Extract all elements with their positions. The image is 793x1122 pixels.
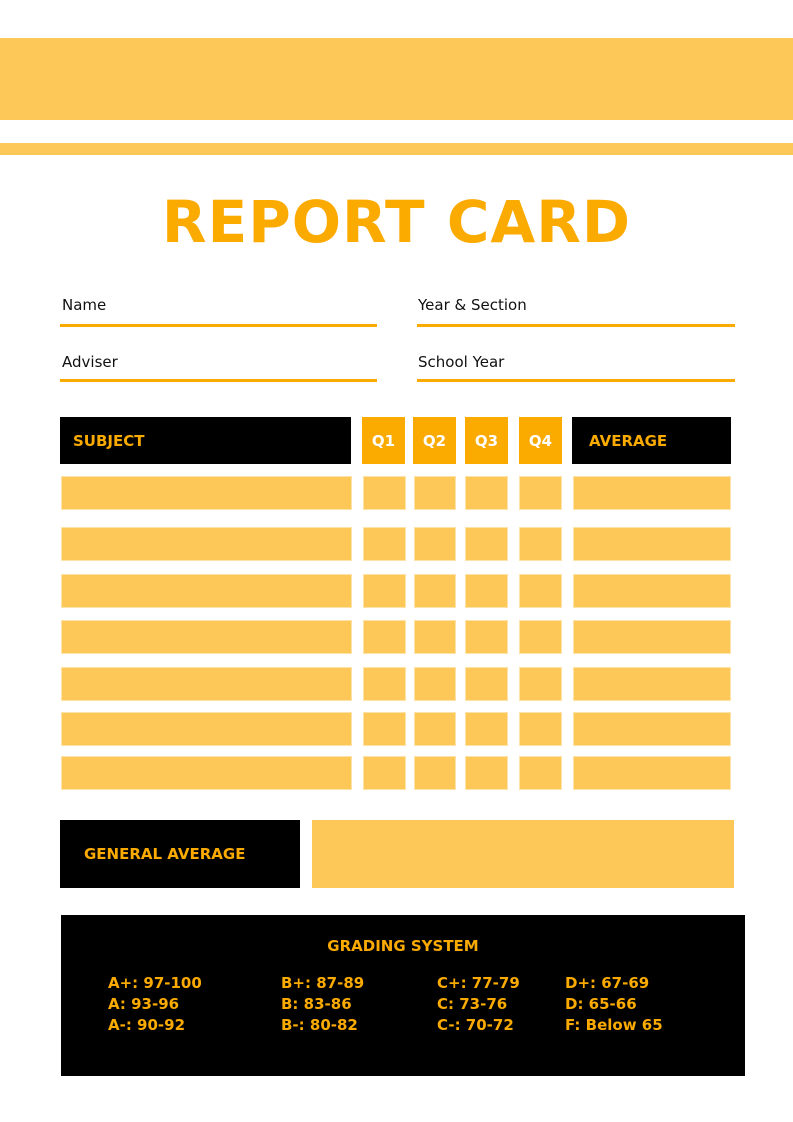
cell-q4[interactable] [519,620,562,654]
grade-range: C: 73-76 [437,995,508,1013]
grade-range: A: 93-96 [108,995,180,1013]
cell-q3[interactable] [465,756,508,790]
name-label: Name [62,296,107,314]
cell-subject[interactable] [61,712,352,746]
header-q4: Q4 [519,417,562,464]
cell-q1[interactable] [363,574,406,608]
adviser-label: Adviser [62,353,118,371]
cell-average[interactable] [573,756,731,790]
cell-average[interactable] [573,620,731,654]
cell-q4[interactable] [519,527,562,561]
grade-range: C+: 77-79 [437,974,520,992]
cell-average[interactable] [573,667,731,701]
cell-average[interactable] [573,476,731,510]
name-field[interactable] [60,324,377,327]
cell-q3[interactable] [465,527,508,561]
school-year-label: School Year [418,353,505,371]
cell-q4[interactable] [519,712,562,746]
general-average-label: GENERAL AVERAGE [60,820,300,888]
grade-range: F: Below 65 [565,1016,663,1034]
cell-q1[interactable] [363,527,406,561]
grade-range: B-: 80-82 [281,1016,358,1034]
cell-q2[interactable] [414,527,456,561]
cell-q3[interactable] [465,712,508,746]
header-q1: Q1 [362,417,405,464]
cell-q2[interactable] [414,476,456,510]
header-average: AVERAGE [572,417,731,464]
grade-range: A+: 97-100 [108,974,202,992]
cell-subject[interactable] [61,476,352,510]
cell-average[interactable] [573,712,731,746]
general-average-value[interactable] [312,820,734,888]
header-q3: Q3 [465,417,508,464]
cell-q3[interactable] [465,476,508,510]
cell-q2[interactable] [414,756,456,790]
cell-subject[interactable] [61,667,352,701]
cell-subject[interactable] [61,620,352,654]
cell-average[interactable] [573,527,731,561]
grading-system-title: GRADING SYSTEM [327,937,479,955]
cell-q3[interactable] [465,667,508,701]
header-subject: SUBJECT [60,417,351,464]
top-stripe [0,143,793,155]
grade-range: D+: 67-69 [565,974,650,992]
top-banner [0,38,793,120]
grading-system-box: GRADING SYSTEM A+: 97-100 A: 93-96 A-: 90-… [61,915,745,1076]
cell-q1[interactable] [363,620,406,654]
cell-q1[interactable] [363,712,406,746]
cell-q4[interactable] [519,756,562,790]
cell-average[interactable] [573,574,731,608]
year-section-label: Year & Section [418,296,527,314]
cell-q4[interactable] [519,476,562,510]
adviser-field[interactable] [60,379,377,382]
cell-q1[interactable] [363,476,406,510]
cell-subject[interactable] [61,527,352,561]
grade-range: B: 83-86 [281,995,352,1013]
cell-q2[interactable] [414,667,456,701]
cell-q2[interactable] [414,712,456,746]
school-year-field[interactable] [417,379,735,382]
grade-range: D: 65-66 [565,995,637,1013]
cell-q3[interactable] [465,574,508,608]
cell-q2[interactable] [414,620,456,654]
cell-q2[interactable] [414,574,456,608]
cell-subject[interactable] [61,574,352,608]
cell-subject[interactable] [61,756,352,790]
grade-range: B+: 87-89 [281,974,365,992]
year-section-field[interactable] [417,324,735,327]
grade-range: C-: 70-72 [437,1016,514,1034]
cell-q1[interactable] [363,756,406,790]
grade-range: A-: 90-92 [108,1016,186,1034]
cell-q4[interactable] [519,667,562,701]
page-title: REPORT CARD [161,188,632,256]
cell-q3[interactable] [465,620,508,654]
cell-q4[interactable] [519,574,562,608]
header-q2: Q2 [413,417,456,464]
cell-q1[interactable] [363,667,406,701]
